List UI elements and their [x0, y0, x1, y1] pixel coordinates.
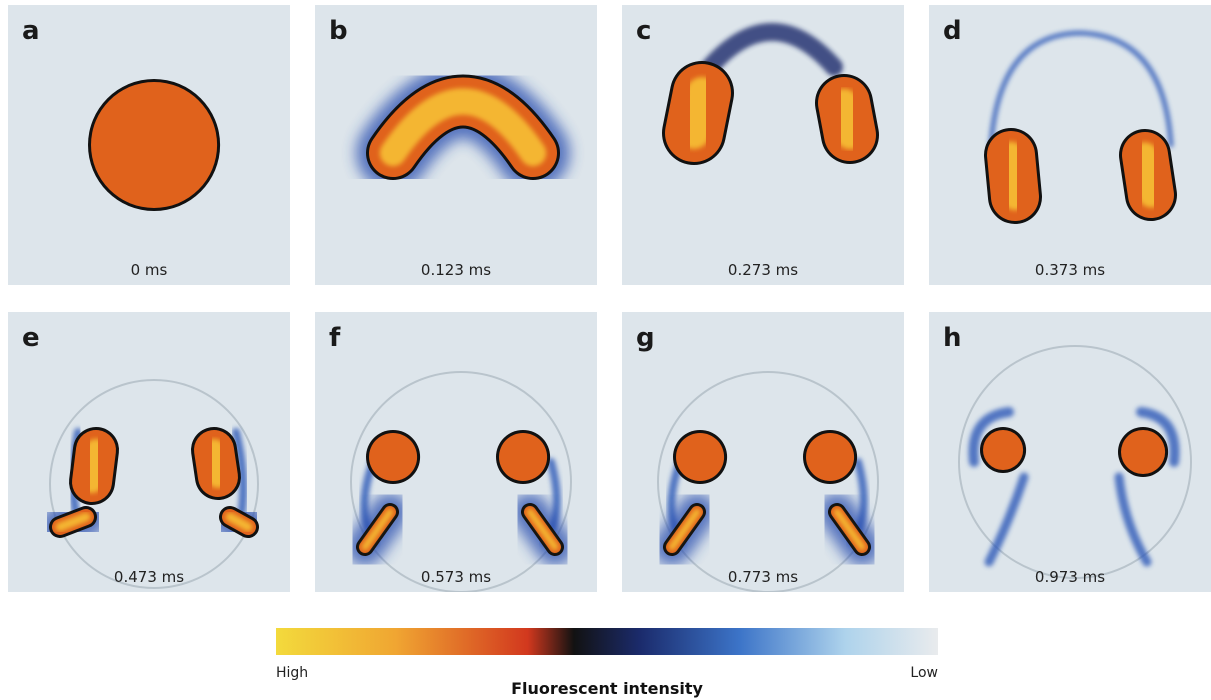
panel: e 0.473 ms [8, 312, 290, 592]
panel: c 0.273 ms [622, 5, 904, 285]
panel-label: a [22, 16, 40, 46]
panel-time: 0.373 ms [1035, 261, 1105, 279]
panel-label: b [329, 16, 348, 46]
panel-label: d [943, 16, 962, 46]
panel-time: 0.773 ms [728, 568, 798, 586]
panel: g 0.773 ms [622, 312, 904, 592]
blob-core [214, 450, 218, 477]
panel-time: 0.473 ms [114, 568, 184, 586]
blob-core [1145, 155, 1151, 195]
blob-core [844, 103, 850, 135]
panel: h 0.973 ms [929, 312, 1211, 592]
panels: a 0 ms b 0.123 ms c 0.273 ms d 0.373 ms e 0.473 m… [8, 5, 1211, 592]
panel-time: 0.123 ms [421, 261, 491, 279]
figure: a 0 ms b 0.123 ms c 0.273 ms d 0.373 ms e 0.473 m… [0, 0, 1211, 700]
colorbar-high: High [276, 665, 308, 681]
panel-label: h [943, 323, 962, 353]
panel-time: 0.973 ms [1035, 568, 1105, 586]
colorbar [276, 628, 938, 655]
panel-label: c [636, 16, 651, 46]
panel-background [8, 312, 290, 592]
panel: d 0.373 ms [929, 5, 1211, 285]
blob-core [694, 93, 702, 133]
panel: f 0.573 ms [315, 312, 597, 592]
panel: a 0 ms [8, 5, 290, 285]
panel-label: g [636, 323, 655, 353]
panel-time: 0.273 ms [728, 261, 798, 279]
blob-core [92, 450, 96, 482]
blob-core [1011, 155, 1015, 197]
colorbar-title: Fluorescent intensity [511, 679, 703, 698]
panel: b 0.123 ms [315, 5, 597, 285]
panel-time: 0.573 ms [421, 568, 491, 586]
panel-label: f [329, 323, 341, 353]
panel-label: e [22, 323, 40, 353]
panel-time: 0 ms [131, 261, 168, 279]
colorbar-low: Low [910, 665, 938, 681]
